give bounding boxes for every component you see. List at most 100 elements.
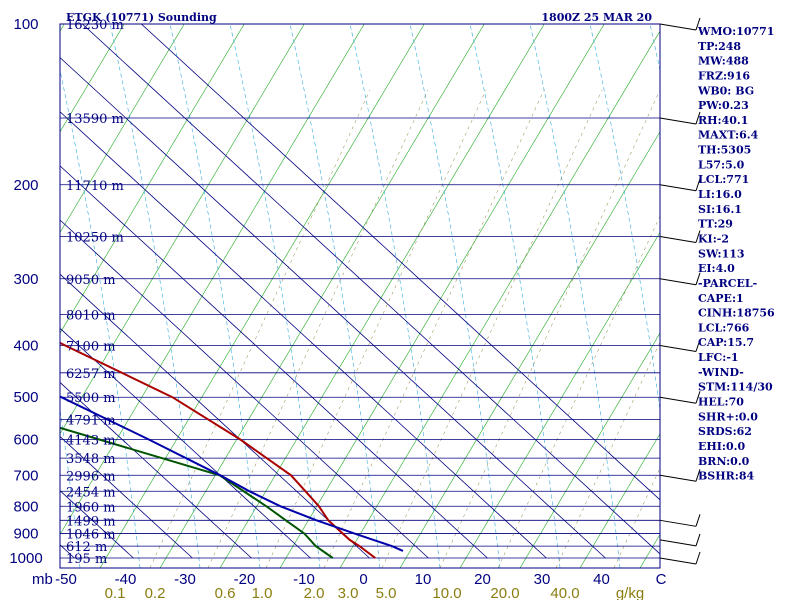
valid-time: 1800Z 25 MAR 20 [541,11,652,24]
moist-adiabat-line [169,24,261,568]
index-line: -WIND- [698,366,744,379]
height-label: 1046 m [66,528,116,543]
mixing-ratio-line [207,89,429,568]
temperature-tick-label: -10 [293,571,315,588]
mixing-ratio-tick-label: 5.0 [376,585,397,600]
index-line: SRDS:62 [698,425,752,438]
temperature-tick-label: 10 [415,571,432,588]
temperature-tick-label: 0 [359,571,367,588]
dry-adiabat-line [219,24,545,568]
isobar-grid [60,23,660,559]
isotherm-line [60,273,370,559]
sounding-profiles [60,341,404,559]
wind-barb [659,23,697,31]
index-line: KI:-2 [698,232,729,245]
index-line: L57:5.0 [698,158,745,171]
temperature-tick-label: -30 [174,571,196,588]
dry-adiabat-line [60,24,305,435]
pressure-axis-labels: 100 200 300 400 500 600 700 800 900 1000 [9,16,42,567]
index-line: SHR+:0.0 [698,410,758,423]
mixing-ratio-line [439,89,660,568]
moist-adiabat-line [60,68,141,568]
dry-adiabat-line [399,131,660,568]
index-line: PW:0.23 [698,99,749,112]
isotherm-line [82,24,660,555]
mixing-ratio-tick-label: 3.0 [338,585,359,600]
moist-adiabat-line [409,24,501,568]
temperature-tick-label: 30 [534,571,551,588]
wind-barb-flag [695,230,701,243]
height-label: 8010 m [66,309,116,324]
pressure-tick-label: 900 [13,526,38,543]
mixing-ratio-tick-label: g/kg [616,585,644,600]
index-line: EI:4.0 [698,262,735,275]
index-line: TH:5305 [698,144,751,157]
wind-barb-flag [695,514,701,527]
wind-barb-flag [695,551,701,565]
temperature-tick-label: C [656,571,667,588]
dry-adiabat-line [60,24,245,334]
index-line: MW:488 [698,55,749,68]
mixing-ratio-tick-label: 0.2 [145,585,166,600]
pressure-tick-label: 600 [13,432,38,449]
isotherm-line [60,327,311,559]
wind-barb-flag [695,272,701,285]
wind-barb [659,396,697,404]
mixing-ratio-line [323,89,545,568]
index-line: TT:29 [698,218,733,231]
mixing-ratio-tick-label: 10.0 [432,585,461,600]
index-line: STM:114/30 [698,381,773,394]
pressure-tick-label: 400 [13,338,38,355]
temperature-tick-label: 20 [474,571,491,588]
height-label: 4791 m [66,413,116,428]
index-line: WB0: BG [697,84,754,97]
pressure-tick-label: 700 [13,467,38,484]
moist-adiabat-line [770,24,800,568]
height-label: 195 m [66,552,107,567]
isotherm-grid [60,24,660,559]
wind-barb [659,519,697,527]
mixing-ratio-tick-label: 2.0 [304,585,325,600]
wind-barb [659,557,697,565]
mixing-ratio-tick-label: 0.1 [105,585,126,600]
height-label: 16230 m [66,18,124,33]
index-line: RH:40.1 [698,114,748,127]
wind-barb-flag [695,17,701,31]
wind-barb [659,184,697,192]
index-line: LCL:766 [698,321,750,334]
height-labels: 16230 m 13590 m 11710 m 10250 m 9050 m 8010 m… [66,18,124,567]
height-label: 7100 m [66,340,116,355]
index-line: FRZ:916 [698,69,750,82]
pressure-tick-label: 100 [13,16,38,33]
height-label: 5500 m [66,391,116,406]
background-grid [60,24,800,568]
dry-adiabat-line [339,30,660,568]
height-label: 4143 m [66,434,116,449]
index-line: MAXT:6.4 [698,129,759,142]
dry-adiabat-line [99,24,425,568]
wind-barb [659,539,697,547]
pressure-tick-label: 1000 [9,550,42,567]
height-label: 13590 m [66,112,124,127]
moist-adiabat-line [589,24,660,412]
index-line: -PARCEL- [698,277,757,290]
wind-barb [659,117,697,125]
mixing-ratio-labels: 0.1 0.2 0.6 1.0 2.0 3.0 5.0 10.0 20.0 40.0 g/kg [105,585,645,600]
plot-frame [59,23,661,569]
temperature-profile-line [60,341,376,559]
height-label: 3548 m [66,452,116,467]
height-label: 1960 m [66,500,116,515]
pressure-tick-label: 500 [13,389,38,406]
wind-barb-flag [695,178,701,191]
wind-barb-flag [695,391,701,404]
moist-adiabat-line [349,24,441,568]
temperature-tick-label: -20 [234,571,256,588]
height-label: 2454 m [66,485,116,500]
dry-adiabat-line [60,24,125,133]
dry-adiabat-line [579,433,660,568]
mixing-ratio-line [497,215,660,568]
height-label: 2996 m [66,469,116,484]
dry-adiabat-line [519,332,660,568]
wind-barb [659,474,697,482]
